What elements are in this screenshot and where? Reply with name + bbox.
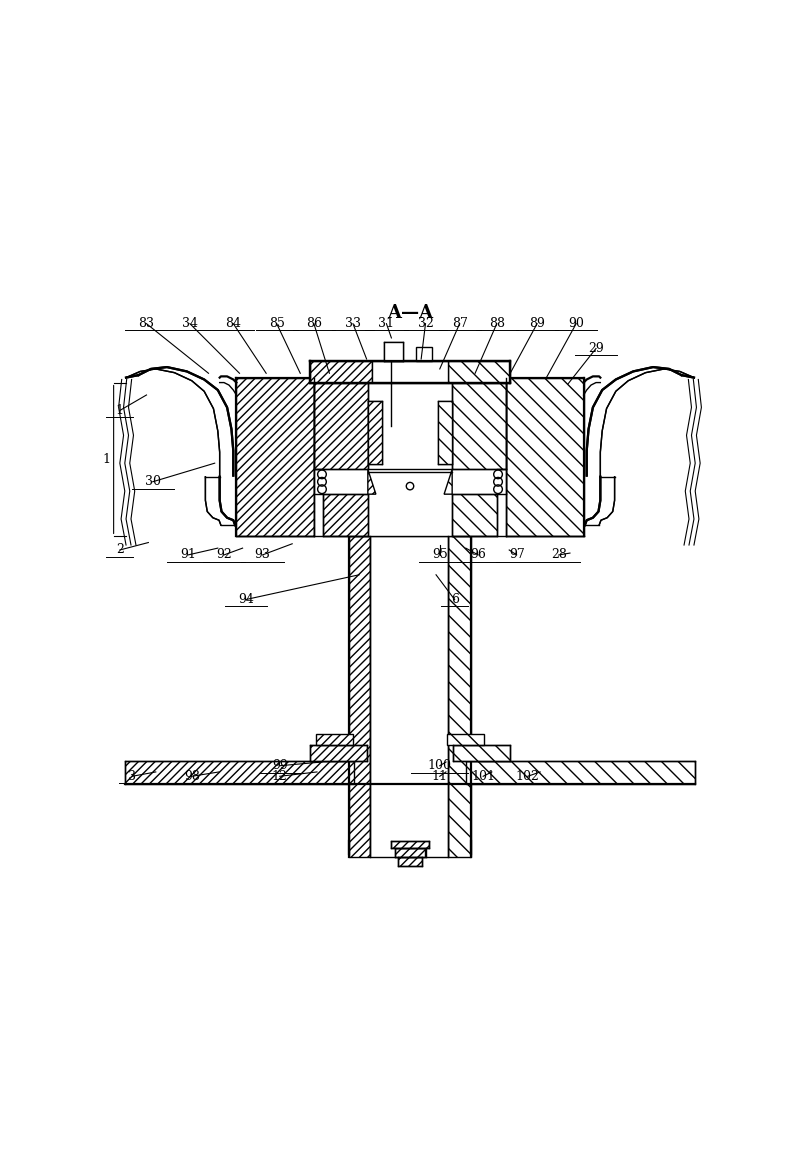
Text: 1: 1 <box>102 452 110 466</box>
Polygon shape <box>125 760 354 784</box>
Bar <box>314 377 506 536</box>
Text: 28: 28 <box>551 549 566 562</box>
Text: 94: 94 <box>238 593 254 606</box>
Polygon shape <box>506 377 584 536</box>
Text: 11: 11 <box>432 770 448 783</box>
Text: 89: 89 <box>529 317 545 330</box>
Bar <box>370 536 449 857</box>
Text: 32: 32 <box>418 317 434 330</box>
Polygon shape <box>350 536 370 857</box>
Bar <box>314 377 506 536</box>
Polygon shape <box>310 361 371 383</box>
Text: 83: 83 <box>138 317 154 330</box>
Polygon shape <box>368 401 382 464</box>
Text: 98: 98 <box>184 770 200 783</box>
Text: 31: 31 <box>378 317 394 330</box>
Polygon shape <box>310 745 366 760</box>
Text: 91: 91 <box>180 549 196 562</box>
Text: 12: 12 <box>272 770 288 783</box>
Text: 34: 34 <box>182 317 198 330</box>
Text: 88: 88 <box>489 317 505 330</box>
Text: 93: 93 <box>254 549 270 562</box>
Text: 30: 30 <box>145 475 161 489</box>
Polygon shape <box>452 495 497 536</box>
Bar <box>384 342 402 361</box>
Polygon shape <box>237 377 314 536</box>
Text: 90: 90 <box>568 317 584 330</box>
Text: 33: 33 <box>345 317 361 330</box>
Polygon shape <box>585 477 614 525</box>
Polygon shape <box>444 469 452 495</box>
Polygon shape <box>314 383 368 469</box>
Bar <box>447 734 484 745</box>
Polygon shape <box>449 361 510 383</box>
Text: 99: 99 <box>272 759 288 772</box>
Bar <box>371 361 449 383</box>
Bar <box>416 348 432 361</box>
Polygon shape <box>206 477 235 525</box>
Text: 3: 3 <box>128 770 136 783</box>
Polygon shape <box>126 367 234 477</box>
Text: 84: 84 <box>226 317 242 330</box>
Bar <box>316 734 353 745</box>
Text: 85: 85 <box>269 317 285 330</box>
Text: 100: 100 <box>428 759 452 772</box>
Polygon shape <box>323 495 368 536</box>
Text: 1: 1 <box>116 404 124 417</box>
Bar <box>398 857 422 866</box>
Text: 6: 6 <box>450 593 458 606</box>
Text: A—A: A—A <box>387 304 433 322</box>
Polygon shape <box>368 469 376 495</box>
Text: 29: 29 <box>588 342 604 355</box>
Text: 86: 86 <box>306 317 322 330</box>
Polygon shape <box>438 401 452 464</box>
Text: 96: 96 <box>470 549 486 562</box>
Polygon shape <box>452 383 506 469</box>
Polygon shape <box>314 469 323 495</box>
Text: 97: 97 <box>509 549 525 562</box>
Polygon shape <box>466 760 695 784</box>
Bar <box>394 847 426 857</box>
Polygon shape <box>586 367 694 477</box>
Text: 102: 102 <box>516 770 540 783</box>
Polygon shape <box>449 536 470 857</box>
Text: 95: 95 <box>432 549 448 562</box>
Text: 2: 2 <box>116 544 124 557</box>
Polygon shape <box>454 745 510 760</box>
Text: 92: 92 <box>216 549 232 562</box>
Bar <box>391 841 429 847</box>
Text: 87: 87 <box>452 317 467 330</box>
Text: 101: 101 <box>471 770 495 783</box>
Polygon shape <box>497 469 506 495</box>
